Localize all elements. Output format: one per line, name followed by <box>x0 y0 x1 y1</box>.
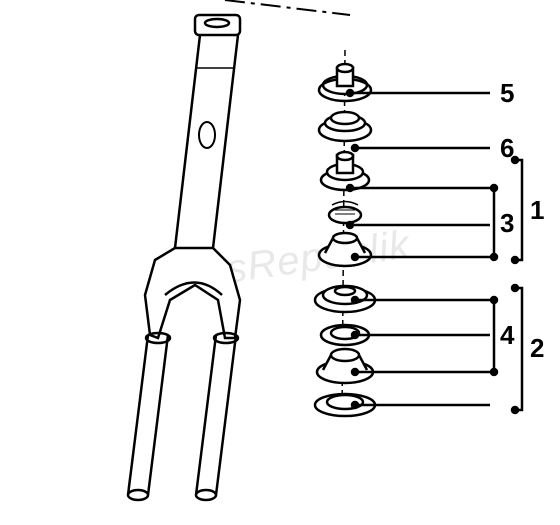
part-lower-cone-1 <box>319 233 371 266</box>
callout-2: 2 <box>530 333 544 364</box>
inner-brackets <box>490 185 497 375</box>
outer-brackets <box>512 157 522 413</box>
part-cup-lower <box>317 349 373 383</box>
bearing-stack <box>315 50 375 416</box>
fork-assembly <box>128 15 240 500</box>
part-6 <box>319 112 371 141</box>
part-3 <box>329 202 361 224</box>
callout-1: 1 <box>530 195 544 226</box>
diagram-svg <box>0 0 560 525</box>
callout-4: 4 <box>500 320 514 351</box>
diagram-container: PartsRepublik <box>0 0 560 525</box>
callout-3: 3 <box>500 208 514 239</box>
part-upper-race <box>321 152 369 190</box>
callout-6: 6 <box>500 133 514 164</box>
callout-5: 5 <box>500 78 514 109</box>
